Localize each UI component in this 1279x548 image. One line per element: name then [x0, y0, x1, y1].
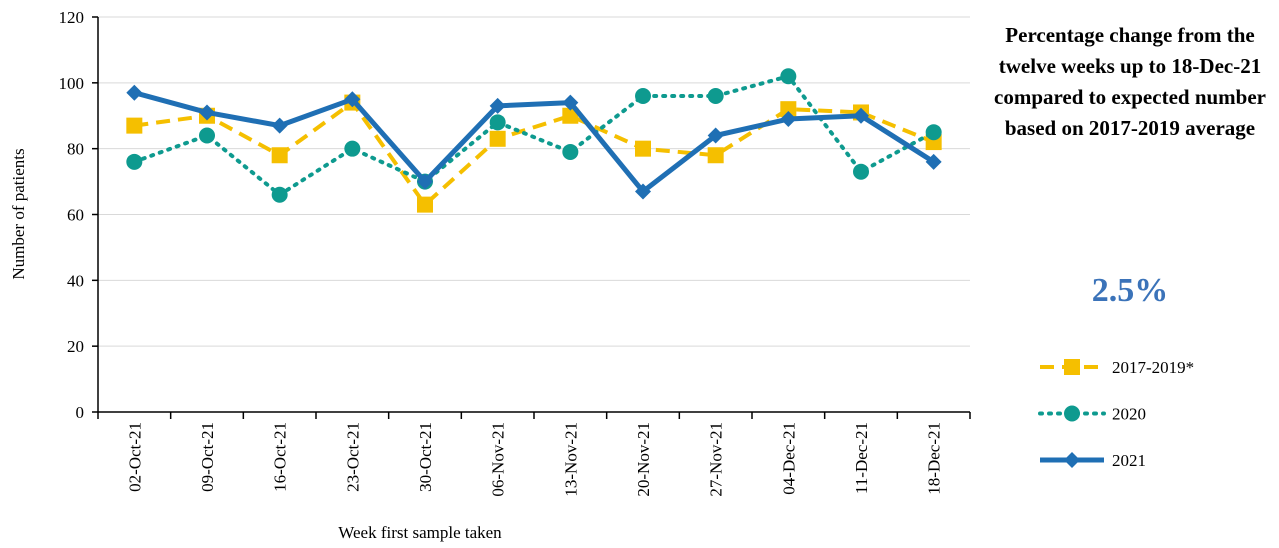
y-tick-label: 0 — [76, 403, 85, 422]
data-point — [707, 147, 724, 164]
data-point — [925, 124, 942, 141]
y-tick-label: 60 — [67, 206, 84, 225]
legend-label: 2017-2019* — [1112, 358, 1194, 377]
x-tick-label: 09-Oct-21 — [198, 422, 217, 492]
x-tick-label: 20-Nov-21 — [634, 422, 653, 497]
series-line — [133, 90, 936, 194]
data-point — [271, 147, 288, 164]
y-tick-label: 100 — [59, 74, 85, 93]
x-axis-title: Week first sample taken — [338, 523, 502, 542]
data-point — [126, 84, 143, 101]
legend-label: 2020 — [1112, 405, 1146, 424]
y-tick-label: 20 — [67, 337, 84, 356]
data-point — [635, 140, 651, 157]
data-point — [417, 196, 433, 213]
y-axis-title: Number of patients — [9, 148, 28, 279]
legend-marker — [1064, 452, 1080, 468]
data-point — [417, 173, 433, 190]
data-point — [489, 130, 506, 147]
data-point — [562, 94, 579, 111]
x-tick-label: 18-Dec-21 — [925, 422, 944, 495]
data-point — [780, 68, 797, 85]
annotation-value: 2.5% — [1091, 272, 1169, 309]
legend-marker — [1064, 359, 1080, 375]
data-point — [271, 117, 288, 134]
data-point — [853, 107, 869, 124]
legend-label: 2021 — [1112, 451, 1146, 470]
x-tick-label: 04-Dec-21 — [779, 422, 798, 495]
data-point — [853, 163, 869, 180]
data-point — [780, 101, 797, 118]
data-point — [780, 111, 797, 128]
y-tick-label: 120 — [59, 8, 85, 27]
x-tick-label: 06-Nov-21 — [489, 422, 508, 497]
y-tick-label: 80 — [67, 140, 84, 159]
data-point — [344, 91, 361, 108]
series-line — [134, 100, 935, 207]
data-point — [199, 104, 215, 121]
x-tick-label: 02-Oct-21 — [125, 422, 144, 492]
data-point — [562, 107, 579, 124]
x-tick-label: 11-Dec-21 — [852, 422, 871, 494]
y-tick-label: 40 — [67, 271, 84, 290]
x-tick-label: 13-Nov-21 — [561, 422, 580, 497]
legend-marker — [1064, 405, 1080, 422]
data-point — [925, 153, 942, 170]
x-tick-label: 23-Oct-21 — [343, 422, 362, 492]
data-point — [126, 153, 143, 170]
data-point — [271, 186, 288, 203]
data-point — [489, 114, 506, 131]
data-point — [635, 88, 651, 104]
x-tick-label: 16-Oct-21 — [271, 422, 290, 492]
x-tick-label: 27-Nov-21 — [707, 422, 726, 497]
data-point — [707, 127, 724, 144]
data-point — [635, 183, 651, 200]
annotation: Percentage change from the twelve weeks … — [994, 23, 1266, 140]
data-point — [707, 88, 724, 104]
data-point — [562, 143, 579, 160]
data-point — [199, 127, 215, 144]
series-line — [132, 74, 936, 197]
data-point — [126, 117, 143, 134]
data-point — [344, 140, 361, 157]
x-tick-label: 30-Oct-21 — [416, 422, 435, 492]
data-point — [489, 97, 506, 114]
